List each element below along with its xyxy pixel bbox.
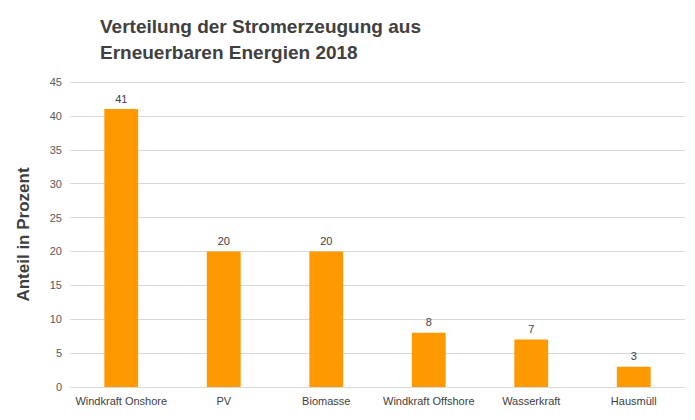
svg-text:Wasserkraft: Wasserkraft — [502, 395, 560, 407]
svg-text:7: 7 — [528, 323, 534, 335]
svg-text:Erneuerbaren Energien 2018: Erneuerbaren Energien 2018 — [100, 42, 358, 63]
svg-text:0: 0 — [56, 381, 62, 393]
svg-text:20: 20 — [320, 235, 332, 247]
svg-text:40: 40 — [50, 110, 62, 122]
svg-text:Biomasse: Biomasse — [302, 395, 350, 407]
svg-text:3: 3 — [631, 350, 637, 362]
svg-text:Verteilung der Stromerzeugung: Verteilung der Stromerzeugung aus — [100, 16, 426, 37]
svg-text:5: 5 — [56, 347, 62, 359]
svg-text:20: 20 — [218, 235, 230, 247]
svg-text:Windkraft Offshore: Windkraft Offshore — [383, 395, 475, 407]
svg-text:PV: PV — [216, 395, 231, 407]
svg-text:41: 41 — [115, 93, 127, 105]
svg-text:10: 10 — [50, 313, 62, 325]
svg-text:25: 25 — [50, 212, 62, 224]
svg-text:45: 45 — [50, 76, 62, 88]
svg-text:Windkraft Onshore: Windkraft Onshore — [75, 395, 167, 407]
svg-text:35: 35 — [50, 144, 62, 156]
svg-text:8: 8 — [426, 316, 432, 328]
svg-text:30: 30 — [50, 178, 62, 190]
svg-text:Hausmüll: Hausmüll — [611, 395, 657, 407]
svg-text:20: 20 — [50, 245, 62, 257]
svg-text:Anteil in Prozent: Anteil in Prozent — [14, 167, 33, 301]
svg-text:15: 15 — [50, 279, 62, 291]
